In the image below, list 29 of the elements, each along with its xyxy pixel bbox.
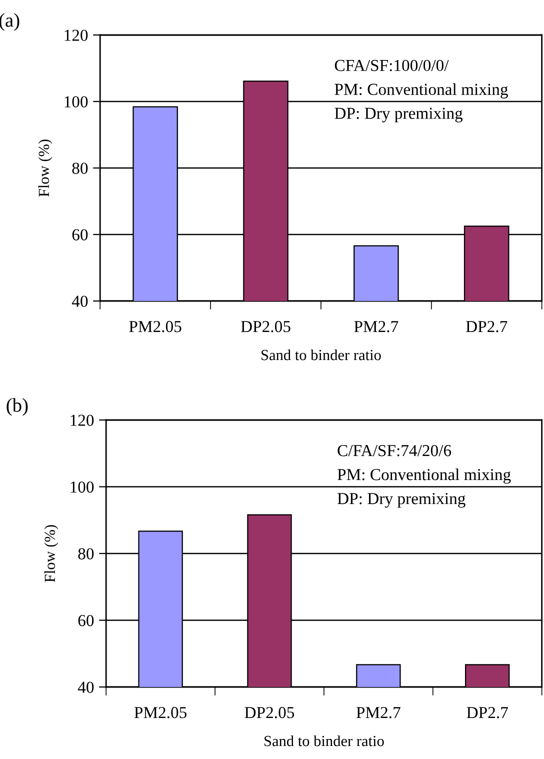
- y-tick-label: 60: [72, 229, 88, 240]
- x-tick-label: PM2.7: [356, 706, 400, 718]
- y-axis-title: Flow (%): [44, 525, 58, 582]
- annotation: CFA/SF:100/0/0/: [334, 60, 449, 72]
- y-tick-label: 40: [72, 296, 88, 307]
- y-axis-title: Flow (%): [38, 140, 52, 197]
- annotation: PM: Conventional mixing: [338, 468, 511, 484]
- y-tick-label: 60: [78, 614, 94, 626]
- y-tick-label: 100: [70, 481, 94, 493]
- x-tick-label: DP2.05: [240, 320, 290, 332]
- annotation: PM: Conventional mixing: [334, 83, 508, 98]
- x-tick-label: PM2.05: [134, 706, 187, 718]
- annotation: DP: Dry premixing: [338, 493, 466, 508]
- chart-title: (b): [6, 398, 28, 416]
- annotation: DP: Dry premixing: [334, 108, 463, 122]
- y-tick-label: 100: [64, 96, 88, 108]
- x-tick-label: DP2.05: [244, 706, 294, 718]
- y-tick-label: 40: [78, 682, 94, 693]
- y-tick-label: 80: [72, 162, 88, 174]
- annotation: C/FA/SF:74/20/6: [338, 444, 452, 456]
- y-tick-label: 80: [78, 548, 94, 560]
- x-tick-label: DP2.7: [466, 706, 508, 718]
- x-axis-title: Sand to binder ratio: [262, 349, 381, 360]
- y-tick-label: 120: [70, 414, 94, 426]
- x-axis-title: Sand to binder ratio: [264, 735, 384, 746]
- x-tick-label: DP2.7: [466, 320, 508, 332]
- y-tick-label: 120: [64, 30, 88, 41]
- x-tick-label: PM2.7: [354, 320, 398, 332]
- x-tick-label: PM2.05: [129, 320, 182, 332]
